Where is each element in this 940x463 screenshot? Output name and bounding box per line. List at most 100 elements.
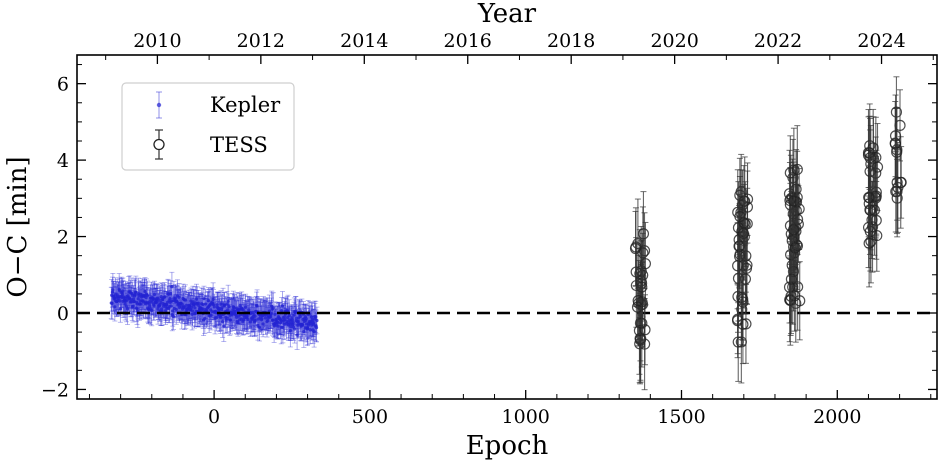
y-axis-title: O−C [min] xyxy=(3,156,33,297)
kepler-point xyxy=(121,289,125,293)
kepler-point xyxy=(155,300,159,304)
kepler-point xyxy=(255,304,259,308)
kepler-point xyxy=(276,320,280,325)
year-tick-label: 2022 xyxy=(754,30,802,52)
kepler-point xyxy=(150,300,154,304)
kepler-point xyxy=(253,314,257,318)
kepler-point xyxy=(227,305,231,309)
kepler-point xyxy=(287,314,291,318)
tess-point xyxy=(783,281,796,293)
tess-point xyxy=(864,204,877,216)
x-tick-label: 2000 xyxy=(813,406,861,428)
x-tick-label: 0 xyxy=(208,406,220,428)
y-tick-label: 2 xyxy=(57,227,69,249)
year-tick-label: 2014 xyxy=(340,30,388,52)
kepler-point xyxy=(163,309,168,313)
kepler-point xyxy=(157,298,161,302)
kepler-point xyxy=(148,304,152,308)
kepler-point xyxy=(215,315,219,320)
tess-series xyxy=(629,76,907,391)
legend-kepler-dot xyxy=(156,102,162,108)
kepler-point xyxy=(139,302,143,306)
plot-frame xyxy=(76,54,938,400)
kepler-point xyxy=(306,326,310,330)
kepler-point xyxy=(190,309,195,313)
kepler-point xyxy=(159,295,163,299)
kepler-point xyxy=(283,317,287,321)
axis-ticks: 0 500 1000 1500 2000 −2 0 2 4 6 2010 2012 2014 2016 20… xyxy=(41,30,937,428)
kepler-point xyxy=(241,308,245,312)
kepler-point xyxy=(226,299,230,303)
kepler-point xyxy=(168,297,172,301)
kepler-point xyxy=(246,317,250,322)
legend-kepler-marker xyxy=(156,91,162,119)
y-tick-label: −2 xyxy=(41,379,69,401)
kepler-point xyxy=(244,305,248,309)
year-tick-label: 2010 xyxy=(133,30,181,52)
kepler-point xyxy=(118,299,122,303)
kepler-point xyxy=(245,314,249,318)
tess-point xyxy=(787,281,799,293)
kepler-point xyxy=(173,296,178,300)
year-tick-label: 2012 xyxy=(237,30,285,52)
kepler-point xyxy=(169,304,173,308)
tess-point xyxy=(736,291,748,303)
x-tick-label: 500 xyxy=(352,406,388,428)
kepler-point xyxy=(183,298,187,302)
kepler-point xyxy=(247,308,251,312)
kepler-point xyxy=(203,302,208,306)
year-tick-label: 2020 xyxy=(650,30,698,52)
kepler-series xyxy=(108,271,320,350)
kepler-point xyxy=(215,303,219,307)
kepler-point xyxy=(223,303,227,307)
tess-point xyxy=(791,163,803,176)
legend-box xyxy=(121,82,295,171)
kepler-point xyxy=(282,322,286,326)
kepler-point xyxy=(150,308,154,313)
kepler-point xyxy=(169,291,173,296)
kepler-point xyxy=(211,297,215,302)
kepler-point xyxy=(295,333,299,337)
kepler-point xyxy=(156,307,160,311)
tess-point xyxy=(738,217,750,229)
tess-point xyxy=(867,142,879,154)
legend-tess-circle xyxy=(153,138,165,151)
kepler-point xyxy=(147,302,151,306)
kepler-point xyxy=(292,313,296,317)
tess-point xyxy=(788,195,800,207)
kepler-point xyxy=(268,315,273,319)
kepler-point xyxy=(120,292,124,296)
kepler-point xyxy=(261,322,265,326)
kepler-point xyxy=(238,304,242,308)
kepler-point xyxy=(276,324,280,328)
tess-point xyxy=(739,273,751,285)
kepler-point xyxy=(221,320,225,324)
kepler-point xyxy=(288,329,292,333)
tess-point xyxy=(632,294,644,307)
kepler-point xyxy=(257,325,262,330)
kepler-point xyxy=(170,285,174,289)
kepler-point xyxy=(280,304,285,308)
tess-point xyxy=(891,146,903,158)
kepler-point xyxy=(111,288,115,292)
kepler-point xyxy=(190,305,194,310)
kepler-point xyxy=(304,317,308,321)
kepler-point xyxy=(174,307,178,312)
kepler-point xyxy=(301,323,305,327)
kepler-point xyxy=(194,297,199,301)
kepler-point xyxy=(135,307,139,311)
kepler-point xyxy=(226,308,230,312)
tess-point xyxy=(636,281,648,293)
legend-tess-marker xyxy=(153,129,165,160)
kepler-point xyxy=(290,318,294,322)
top-axis-title: Year xyxy=(477,0,537,29)
tess-point xyxy=(735,206,747,219)
kepler-point xyxy=(236,321,240,325)
kepler-point xyxy=(124,304,128,308)
kepler-point xyxy=(131,304,135,309)
kepler-point xyxy=(263,316,268,320)
y-tick-label: 4 xyxy=(57,150,69,172)
year-tick-label: 2016 xyxy=(444,30,492,52)
tess-point xyxy=(639,258,652,270)
